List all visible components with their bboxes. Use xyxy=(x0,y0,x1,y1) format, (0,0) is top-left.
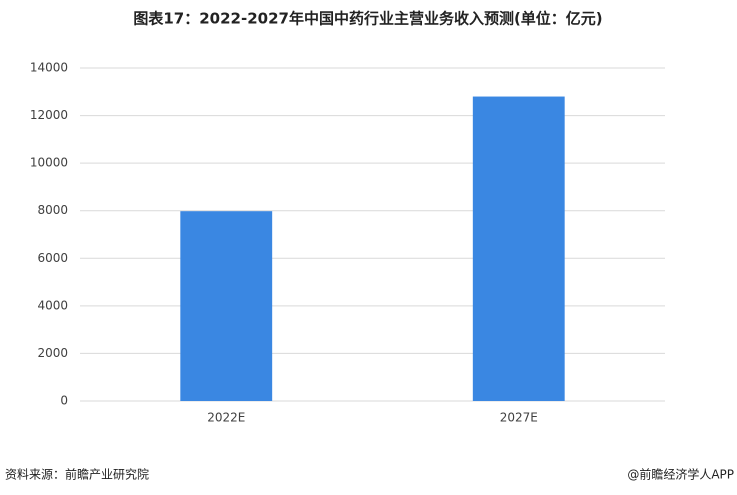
y-tick-label: 14000 xyxy=(30,61,68,75)
source-note: 资料来源：前瞻产业研究院 xyxy=(5,467,149,482)
y-tick-label: 2000 xyxy=(37,346,68,360)
y-tick-label: 4000 xyxy=(37,298,68,312)
y-tick-label: 8000 xyxy=(37,203,68,217)
y-tick-label: 12000 xyxy=(30,108,68,122)
chart-title: 图表17：2022-2027年中国中药行业主营业务收入预测(单位：亿元) xyxy=(133,10,602,28)
x-tick-label: 2022E xyxy=(207,411,245,425)
y-tick-label: 10000 xyxy=(30,156,68,170)
y-tick-label: 0 xyxy=(60,394,68,408)
y-tick-label: 6000 xyxy=(37,251,68,265)
credit: @前瞻经济学人APP xyxy=(627,467,734,482)
bar xyxy=(180,211,273,401)
x-tick-label: 2027E xyxy=(500,411,538,425)
bar xyxy=(472,96,565,402)
